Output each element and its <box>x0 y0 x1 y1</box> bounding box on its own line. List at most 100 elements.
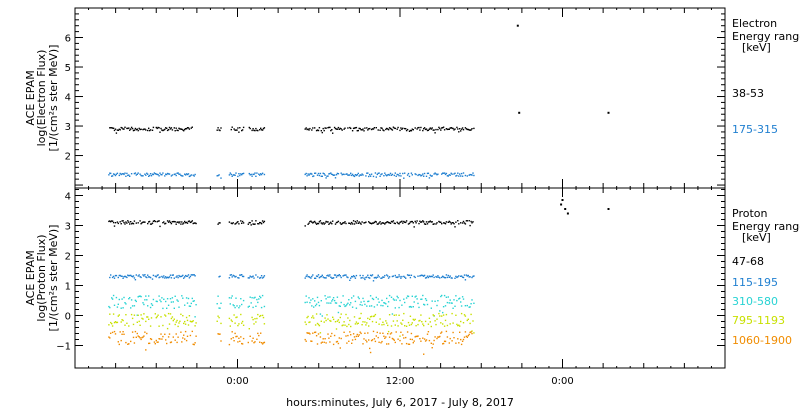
data-point <box>191 297 193 300</box>
data-point <box>110 321 112 324</box>
data-point <box>260 129 263 131</box>
data-point <box>435 323 437 326</box>
data-point <box>156 300 158 303</box>
data-point <box>113 129 116 132</box>
data-point <box>239 274 241 276</box>
data-point <box>369 173 371 176</box>
data-point <box>399 221 401 224</box>
data-point <box>217 223 219 225</box>
data-point <box>315 223 318 225</box>
data-point <box>441 331 443 333</box>
data-point <box>315 335 318 337</box>
data-point <box>325 319 327 322</box>
data-point <box>147 305 149 307</box>
data-point <box>240 173 242 175</box>
data-point <box>259 129 261 131</box>
data-point <box>362 274 364 277</box>
data-point <box>316 343 319 345</box>
data-point <box>425 175 428 177</box>
data-point <box>437 275 439 277</box>
proton-ylabel-2: log(Proton Flux) <box>35 234 48 321</box>
data-point <box>389 172 392 175</box>
data-point <box>324 277 326 279</box>
data-point <box>162 276 164 279</box>
data-point <box>382 276 384 278</box>
data-point <box>436 276 438 278</box>
data-point <box>171 174 174 176</box>
data-point <box>337 311 340 314</box>
data-point <box>460 128 463 130</box>
data-point <box>454 277 456 279</box>
data-point <box>307 332 309 334</box>
data-point <box>403 312 405 315</box>
data-point <box>413 319 415 321</box>
data-point <box>328 302 330 304</box>
data-point <box>359 274 361 277</box>
data-point <box>390 296 393 298</box>
data-point <box>306 274 308 276</box>
data-point <box>163 275 165 277</box>
data-point <box>332 297 335 299</box>
data-point <box>158 127 160 129</box>
data-point <box>162 335 164 338</box>
data-point <box>337 220 340 223</box>
data-point <box>354 174 357 176</box>
data-point <box>453 173 455 175</box>
data-point <box>252 337 254 339</box>
data-point <box>328 223 330 225</box>
data-point <box>173 318 175 320</box>
data-point <box>369 222 372 224</box>
data-point <box>340 223 342 225</box>
data-point <box>466 304 468 307</box>
data-point <box>394 307 396 309</box>
data-point <box>126 127 128 130</box>
data-point <box>164 128 166 131</box>
data-point <box>357 172 359 175</box>
data-point <box>351 342 353 344</box>
data-point <box>386 127 388 130</box>
data-point <box>172 274 174 276</box>
data-point <box>194 342 196 344</box>
data-point <box>418 320 420 322</box>
data-point <box>110 332 112 334</box>
data-point <box>110 221 112 223</box>
data-point <box>188 175 191 178</box>
data-point <box>152 220 155 222</box>
data-point <box>177 276 179 279</box>
data-point <box>185 173 188 175</box>
data-point <box>396 221 398 223</box>
data-point <box>137 172 139 174</box>
data-point <box>132 129 135 132</box>
data-point <box>430 342 432 344</box>
data-point <box>431 175 433 177</box>
data-point <box>187 324 190 326</box>
data-point <box>359 303 361 306</box>
data-point <box>320 342 322 344</box>
data-point <box>109 172 111 174</box>
data-point <box>123 173 125 176</box>
data-point <box>401 343 403 345</box>
data-point <box>460 130 462 132</box>
data-point <box>460 305 463 307</box>
data-point <box>458 131 460 133</box>
data-point <box>170 222 173 225</box>
data-point <box>340 128 342 130</box>
data-point <box>423 175 425 177</box>
data-point <box>446 301 449 304</box>
data-point <box>175 321 177 323</box>
data-point <box>389 127 392 130</box>
data-point <box>343 321 345 323</box>
data-point <box>415 325 417 327</box>
data-point <box>409 305 412 308</box>
data-point <box>422 129 424 132</box>
data-point <box>350 172 352 174</box>
data-point <box>125 221 127 223</box>
data-point <box>431 275 433 278</box>
data-point <box>392 338 395 340</box>
data-point <box>256 129 258 132</box>
data-point <box>414 220 416 223</box>
data-point <box>338 321 340 324</box>
data-point <box>444 223 447 225</box>
data-point <box>422 294 424 297</box>
data-point <box>377 298 379 300</box>
